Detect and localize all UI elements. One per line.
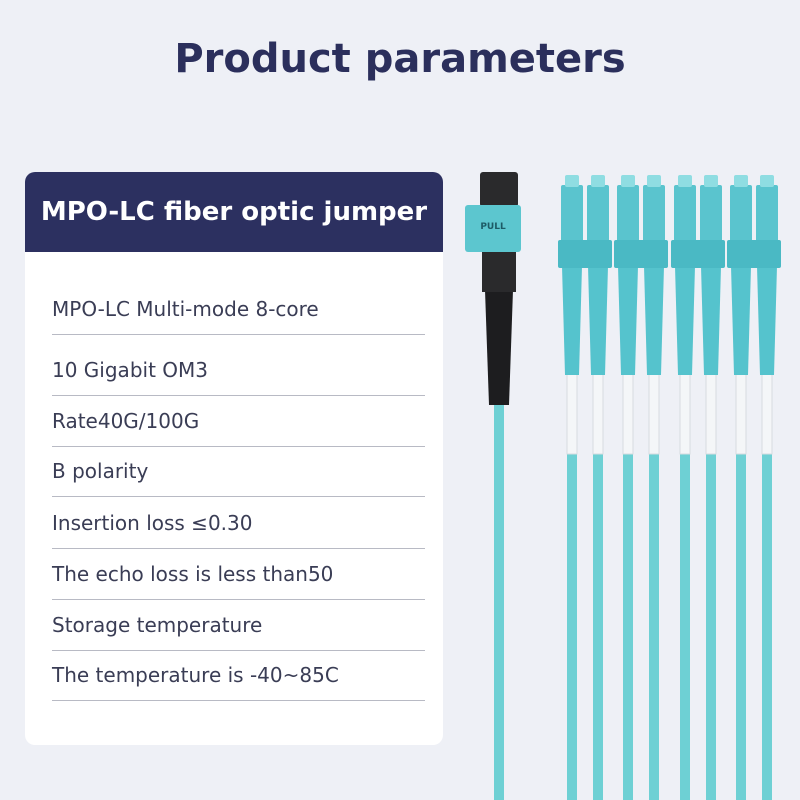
lc-cable (567, 450, 577, 800)
lc-tip (704, 175, 718, 187)
lc-tip (565, 175, 579, 187)
lc-clip (671, 240, 725, 268)
lc-body (643, 185, 665, 243)
lc-white-sleeve (592, 371, 604, 455)
page-title: Product parameters (174, 36, 626, 82)
lc-boot (588, 266, 608, 375)
lc-cable (762, 450, 772, 800)
lc-cable (680, 450, 690, 800)
lc-tip (621, 175, 635, 187)
spec-row: Rate40G/100G (52, 396, 425, 447)
lc-body (587, 185, 609, 243)
lc-clip (614, 240, 668, 268)
lc-tip (647, 175, 661, 187)
lc-clip (558, 240, 612, 268)
lc-cable (706, 450, 716, 800)
lc-white-sleeve (735, 371, 747, 455)
lc-body (617, 185, 639, 243)
lc-body (730, 185, 752, 243)
lc-tip (760, 175, 774, 187)
spec-row: The echo loss is less than50 (52, 549, 425, 600)
lc-cable (593, 450, 603, 800)
pull-label: PULL (480, 222, 506, 232)
spec-card: MPO-LC fiber optic jumper MPO-LC Multi-m… (25, 172, 443, 745)
lc-tip (678, 175, 692, 187)
card-title: MPO-LC fiber optic jumper (25, 172, 443, 252)
lc-white-sleeve (705, 371, 717, 455)
mpo-boot (485, 290, 513, 405)
lc-body (700, 185, 722, 243)
lc-body (756, 185, 778, 243)
lc-white-sleeve (566, 371, 578, 455)
lc-white-sleeve (761, 371, 773, 455)
lc-tip (734, 175, 748, 187)
spec-row: 10 Gigabit OM3 (52, 345, 425, 396)
lc-body (674, 185, 696, 243)
lc-cable (623, 450, 633, 800)
spec-row: Insertion loss ≤0.30 (52, 498, 425, 549)
lc-cable (649, 450, 659, 800)
lc-white-sleeve (648, 371, 660, 455)
lc-boot (757, 266, 777, 375)
lc-boot (731, 266, 751, 375)
lc-white-sleeve (622, 371, 634, 455)
spec-row: Storage temperature (52, 600, 425, 651)
lc-boot (675, 266, 695, 375)
lc-boot (618, 266, 638, 375)
lc-boot (562, 266, 582, 375)
lc-body (561, 185, 583, 243)
lc-white-sleeve (679, 371, 691, 455)
mpo-body (480, 172, 518, 207)
lc-boot (701, 266, 721, 375)
lc-tip (591, 175, 605, 187)
lc-boot (644, 266, 664, 375)
mpo-housing (465, 205, 521, 252)
lc-cable (736, 450, 746, 800)
lc-clip (727, 240, 781, 268)
mpo-body-lower (482, 250, 516, 292)
spec-row: B polarity (52, 446, 425, 497)
spec-row: MPO-LC Multi-mode 8-core (52, 284, 425, 335)
spec-row: The temperature is -40~85C (52, 650, 425, 701)
mpo-cable (494, 400, 504, 800)
